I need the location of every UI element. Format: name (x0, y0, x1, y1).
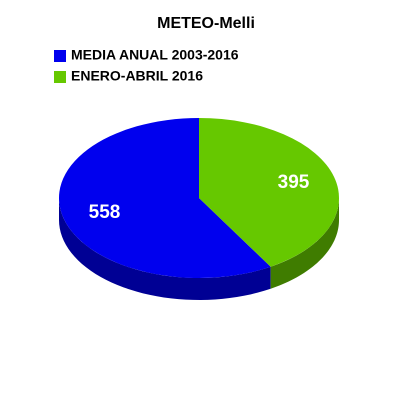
value-label: 395 (278, 172, 310, 193)
chart-title: METEO-Melli (157, 15, 255, 32)
legend-label: MEDIA ANUAL 2003-2016 (71, 47, 239, 63)
slice-side (59, 198, 271, 300)
legend-swatch (54, 50, 66, 62)
value-label: 558 (89, 202, 121, 223)
slice-side (270, 198, 339, 289)
slice (59, 118, 271, 278)
legend-swatch (54, 71, 66, 83)
slice (199, 118, 340, 267)
legend-label: ENERO-ABRIL 2016 (71, 68, 203, 84)
